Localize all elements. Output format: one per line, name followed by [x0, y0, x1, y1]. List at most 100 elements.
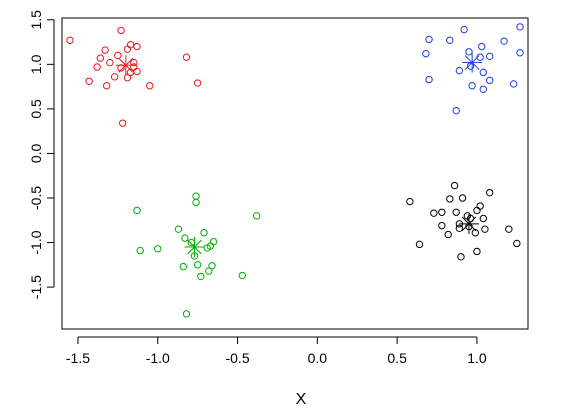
- data-point: [430, 209, 438, 217]
- data-point: [182, 310, 191, 318]
- data-points: [66, 23, 524, 318]
- data-point: [500, 37, 508, 45]
- data-point: [481, 225, 489, 233]
- data-point: [438, 208, 446, 216]
- data-point: [114, 51, 122, 60]
- data-point: [465, 48, 473, 56]
- data-point: [509, 80, 518, 88]
- data-point: [479, 68, 488, 77]
- y-tick-label: 1.0: [28, 54, 44, 74]
- data-point: [485, 76, 494, 85]
- data-point: [485, 188, 494, 197]
- data-point: [422, 49, 430, 58]
- data-point: [415, 240, 424, 249]
- data-point: [438, 221, 446, 230]
- data-point: [425, 35, 433, 44]
- data-point: [473, 206, 481, 215]
- y-axis: -1.5 -1.0 -0.5 0.0 0.5 1.0 1.5: [28, 10, 55, 299]
- data-point: [200, 229, 208, 237]
- data-point: [452, 208, 460, 216]
- data-point: [479, 85, 488, 93]
- centroid-marker: [115, 55, 136, 76]
- data-point: [123, 74, 132, 82]
- data-point: [66, 36, 74, 44]
- data-point: [205, 267, 213, 275]
- data-point: [101, 46, 109, 54]
- data-point: [110, 73, 119, 81]
- data-point: [133, 42, 141, 51]
- data-point: [446, 195, 454, 203]
- x-tick-label: -0.5: [225, 350, 249, 366]
- data-point: [117, 26, 125, 35]
- data-point: [479, 214, 488, 223]
- data-point: [118, 119, 127, 127]
- data-point: [208, 262, 216, 270]
- centroid-marker: [184, 237, 205, 258]
- data-point: [192, 192, 200, 200]
- data-point: [181, 234, 189, 242]
- data-point: [406, 197, 414, 206]
- data-point: [516, 49, 524, 57]
- y-tick-label: 0.0: [28, 144, 44, 164]
- data-point: [209, 237, 218, 246]
- data-point: [473, 247, 481, 256]
- data-point: [460, 25, 468, 34]
- data-point: [126, 41, 135, 49]
- data-point: [455, 224, 464, 233]
- y-tick-label: -1.0: [28, 230, 44, 254]
- data-point: [425, 75, 433, 84]
- centroid-marker: [462, 52, 483, 73]
- data-point: [457, 253, 465, 261]
- y-tick-label: -1.5: [28, 275, 44, 299]
- x-tick-label: 1.0: [467, 350, 487, 366]
- data-point: [458, 194, 467, 202]
- cluster-centroids: [115, 52, 483, 258]
- data-point: [446, 36, 454, 44]
- x-tick-label: -1.0: [146, 350, 170, 366]
- x-tick-label: -1.5: [66, 350, 90, 366]
- data-point: [106, 58, 114, 67]
- data-point: [516, 23, 524, 31]
- data-point: [452, 106, 460, 115]
- centroid-stroke: [118, 57, 134, 73]
- data-point: [478, 42, 486, 51]
- data-point: [182, 53, 191, 61]
- data-point: [187, 238, 195, 247]
- plot-frame: [61, 17, 529, 330]
- data-point: [197, 272, 205, 281]
- y-tick-label: -0.5: [28, 186, 44, 210]
- data-point: [192, 198, 200, 207]
- data-point: [93, 63, 101, 71]
- data-point: [444, 230, 452, 239]
- x-axis-label: X: [296, 391, 307, 408]
- centroid-stroke: [464, 55, 480, 70]
- data-point: [146, 82, 154, 90]
- data-point: [505, 225, 513, 233]
- data-point: [133, 67, 141, 76]
- data-point: [193, 261, 202, 269]
- x-tick-label: 0.5: [387, 350, 407, 366]
- centroid-stroke: [187, 239, 202, 255]
- data-point: [450, 181, 459, 190]
- data-point: [179, 262, 187, 271]
- y-tick-label: 1.5: [28, 10, 44, 30]
- data-point: [252, 212, 261, 220]
- data-point: [130, 58, 138, 67]
- centroid-marker: [458, 213, 479, 234]
- data-point: [133, 206, 141, 215]
- data-point: [513, 239, 521, 248]
- data-point: [123, 45, 132, 53]
- data-point: [193, 79, 202, 87]
- data-point: [136, 246, 144, 255]
- data-point: [476, 202, 484, 210]
- data-point: [117, 64, 125, 72]
- data-point: [468, 82, 476, 90]
- data-point: [96, 54, 105, 62]
- data-point: [238, 271, 247, 280]
- data-point: [485, 52, 494, 61]
- x-tick-label: 0.0: [308, 350, 328, 366]
- centroid-stroke: [461, 216, 477, 232]
- data-point: [102, 82, 111, 90]
- data-point: [154, 245, 162, 253]
